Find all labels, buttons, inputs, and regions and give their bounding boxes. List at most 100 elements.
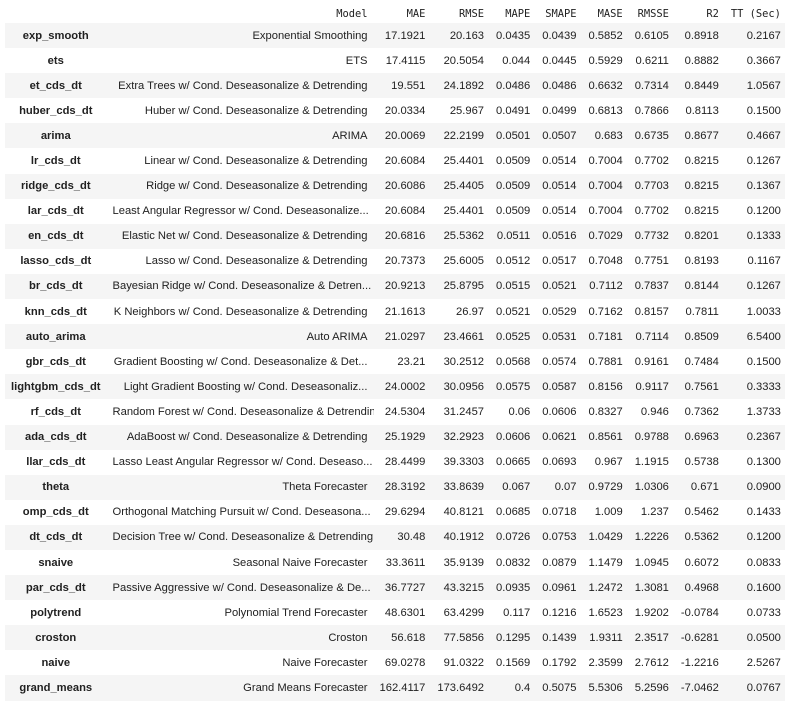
row-index-label: br_cds_dt [29, 280, 83, 293]
mae-cell: 28.3192 [384, 481, 426, 494]
model-cell: Seasonal Naive Forecaster [232, 556, 368, 569]
tt-cell: 0.2167 [746, 29, 781, 42]
mae-cell: 21.0297 [384, 330, 426, 343]
rmse-cell: 91.0322 [443, 656, 485, 669]
mape-cell: 0.0501 [496, 129, 531, 142]
mae-cell: 56.618 [391, 631, 426, 644]
row-index-label: knn_cds_dt [24, 305, 87, 318]
tt-cell: 0.1500 [746, 355, 781, 368]
mae-cell: 24.0002 [384, 380, 426, 393]
smape-cell: 0.0529 [542, 305, 577, 318]
mape-cell: 0.0435 [496, 29, 531, 42]
model-cell: ETS [345, 54, 368, 67]
mae-cell: 28.4499 [384, 456, 426, 469]
table-row: exp_smooth Exponential Smoothing 17.1921 20… [5, 23, 785, 49]
smape-cell: 0.0587 [542, 380, 577, 393]
smape-cell: 0.0516 [542, 230, 577, 243]
rmse-cell: 20.163 [449, 29, 485, 42]
row-index-label: en_cds_dt [28, 230, 84, 243]
rmse-cell: 40.8121 [443, 506, 485, 519]
rmse-cell: 23.4661 [443, 330, 485, 343]
mase-cell: 0.7112 [589, 280, 623, 293]
model-cell: Exponential Smoothing [252, 29, 368, 42]
model-cell: Least Angular Regressor w/ Cond. Deseaso… [112, 205, 369, 218]
model-cell: Light Gradient Boosting w/ Cond. Deseaso… [123, 380, 368, 393]
rmse-cell: 30.2512 [443, 355, 485, 368]
mae-cell: 20.7373 [384, 255, 426, 268]
table-row: ridge_cds_dt Ridge w/ Cond. Deseasonalize… [5, 173, 785, 199]
header-tt: TT (Sec) [730, 8, 781, 20]
tt-cell: 0.1167 [747, 255, 781, 268]
tt-cell: 0.1267 [746, 280, 781, 293]
mae-cell: 20.6086 [384, 180, 426, 193]
rmsse-cell: 0.946 [640, 405, 669, 418]
model-cell: Lasso Least Angular Regressor w/ Cond. D… [112, 456, 373, 469]
mape-cell: 0.117 [503, 606, 531, 619]
table-row: ada_cds_dt AdaBoost w/ Cond. Deseasonaliz… [5, 424, 785, 450]
tt-cell: 0.4667 [746, 129, 781, 142]
table-row: dt_cds_dt Decision Tree w/ Cond. Deseason… [5, 524, 785, 550]
mape-cell: 0.0509 [496, 205, 531, 218]
tt-cell: 2.5267 [746, 656, 781, 669]
mape-cell: 0.0568 [496, 355, 531, 368]
mase-cell: 5.5306 [588, 681, 623, 694]
mase-cell: 0.7004 [588, 180, 623, 193]
tt-cell: 0.0733 [746, 606, 781, 619]
rmsse-cell: 1.1915 [634, 456, 669, 469]
table-row: polytrend Polynomial Trend Forecaster 48.6… [5, 600, 785, 626]
smape-cell: 0.0514 [542, 155, 577, 168]
header-rmse: RMSE [459, 8, 485, 20]
model-cell: Theta Forecaster [282, 481, 368, 494]
table-row: par_cds_dt Passive Aggressive w/ Cond. De… [5, 575, 785, 601]
smape-cell: 0.0517 [542, 255, 577, 268]
rmsse-cell: 1.3081 [634, 581, 669, 594]
rmse-cell: 40.1912 [443, 531, 485, 544]
r2-cell: -7.0462 [680, 681, 719, 694]
mae-cell: 36.7727 [384, 581, 426, 594]
rmse-cell: 25.8795 [443, 280, 485, 293]
header-r2: R2 [706, 8, 719, 20]
model-cell: Grand Means Forecaster [243, 681, 368, 694]
rmse-cell: 33.8639 [443, 481, 485, 494]
rmsse-cell: 0.7702 [634, 155, 669, 168]
row-index-label: llar_cds_dt [26, 456, 86, 469]
table-row: lightgbm_cds_dt Light Gradient Boosting w… [5, 374, 785, 400]
table-row: omp_cds_dt Orthogonal Matching Pursuit w/… [5, 499, 785, 525]
row-index-label: lar_cds_dt [27, 205, 84, 218]
rmsse-cell: 1.0306 [634, 481, 669, 494]
mase-cell: 0.5852 [588, 29, 623, 42]
mape-cell: 0.0509 [496, 180, 531, 193]
model-cell: Bayesian Ridge w/ Cond. Deseasonalize & … [112, 280, 372, 293]
header-mase: MASE [597, 8, 623, 20]
rmsse-cell: 2.3517 [634, 631, 669, 644]
tt-cell: 0.1433 [746, 506, 781, 519]
tt-cell: 0.1333 [746, 230, 781, 243]
rmse-cell: 25.5362 [443, 230, 485, 243]
mae-cell: 19.551 [391, 79, 426, 92]
model-cell: Orthogonal Matching Pursuit w/ Cond. Des… [112, 506, 371, 519]
mae-cell: 20.9213 [384, 280, 426, 293]
table-row: lasso_cds_dt Lasso w/ Cond. Deseasonalize… [5, 248, 785, 274]
mase-cell: 0.6632 [588, 79, 623, 92]
model-cell: Croston [328, 631, 368, 644]
rmse-cell: 30.0956 [443, 380, 485, 393]
row-index-label: lr_cds_dt [30, 155, 81, 168]
rmsse-cell: 0.9161 [634, 355, 669, 368]
model-cell: Polynomial Trend Forecaster [224, 606, 368, 619]
mape-cell: 0.0685 [496, 506, 531, 519]
row-index-label: ada_cds_dt [24, 431, 87, 444]
mase-cell: 1.0429 [588, 531, 623, 544]
table-row: br_cds_dt Bayesian Ridge w/ Cond. Deseaso… [5, 273, 785, 300]
rmsse-cell: 1.9202 [634, 606, 669, 619]
smape-cell: 0.0531 [542, 330, 577, 343]
mase-cell: 1.1479 [588, 556, 623, 569]
table-row: lr_cds_dt Linear w/ Cond. Deseasonalize &… [5, 148, 785, 174]
smape-cell: 0.0439 [542, 29, 577, 42]
table-row: et_cds_dt Extra Trees w/ Cond. Deseasonal… [5, 73, 785, 99]
rmsse-cell: 0.9117 [635, 380, 669, 393]
model-cell: K Neighbors w/ Cond. Deseasonalize & Det… [113, 305, 368, 318]
rmsse-cell: 0.7114 [635, 330, 669, 343]
tt-cell: 0.3667 [746, 54, 781, 67]
table-row: naive Naive Forecaster 69.0278 91.0322 0.156… [5, 650, 785, 676]
smape-cell: 0.0514 [542, 180, 577, 193]
